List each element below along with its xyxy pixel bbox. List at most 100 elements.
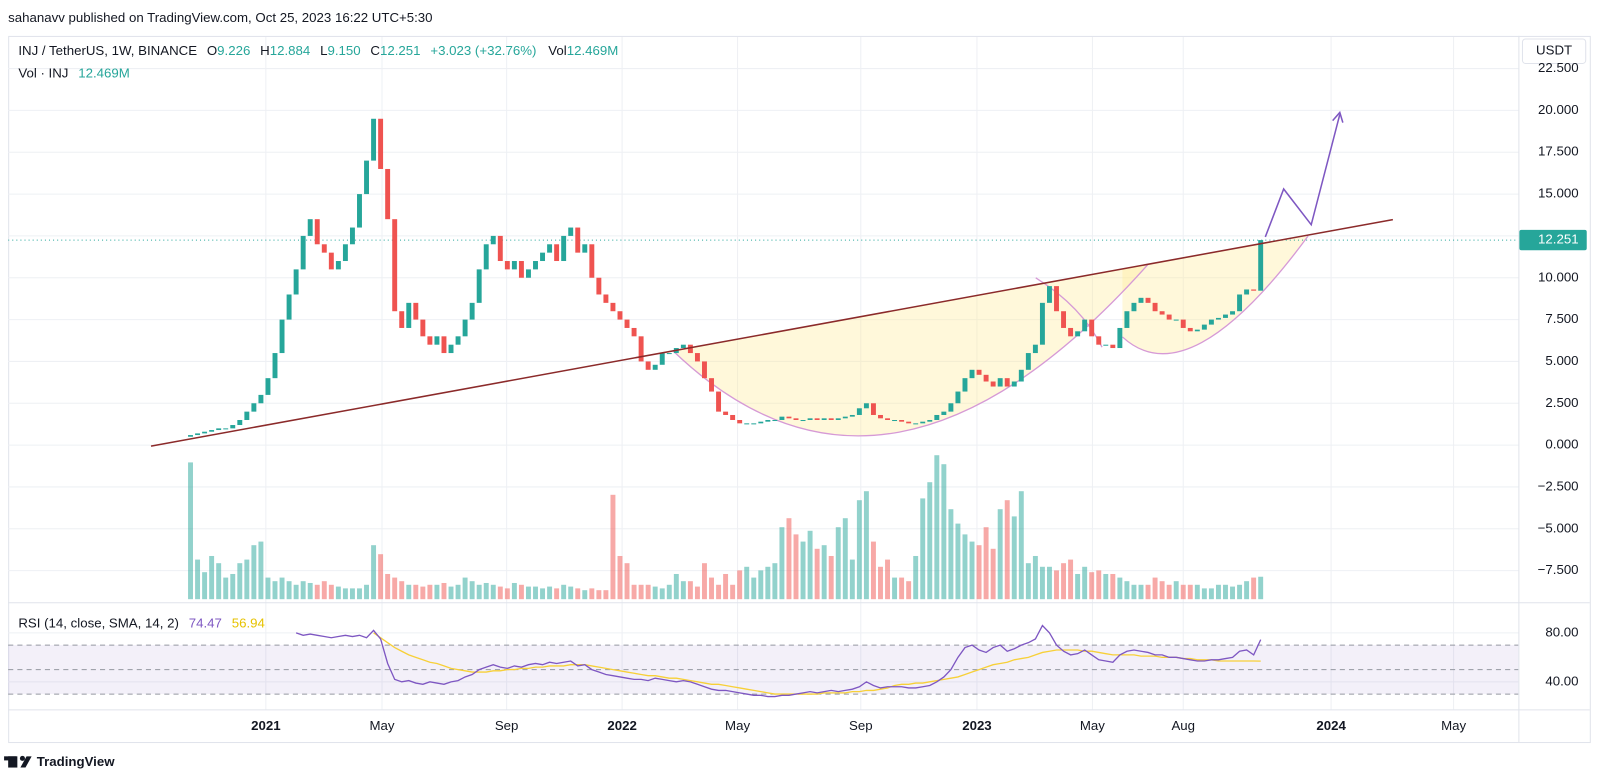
volume-bar xyxy=(1110,573,1116,600)
candle-body xyxy=(265,378,271,395)
ohlc-key: L xyxy=(320,43,327,58)
candle-body xyxy=(1230,311,1235,315)
volume-bar xyxy=(1166,584,1172,600)
candle-body xyxy=(497,235,503,262)
candle-body xyxy=(1061,311,1067,328)
volume-bar xyxy=(1054,570,1059,600)
candle-body xyxy=(1089,319,1095,337)
candle-body xyxy=(821,418,827,421)
volume-bar xyxy=(328,584,334,600)
candle-body xyxy=(941,411,947,415)
volume-bar xyxy=(483,582,489,600)
volume-bar xyxy=(441,582,447,600)
candle-body xyxy=(1208,319,1214,325)
candle-body xyxy=(300,235,306,270)
candle-body xyxy=(934,414,940,421)
candle-body xyxy=(779,416,785,421)
candle-body xyxy=(863,403,869,409)
volume-bar xyxy=(406,584,412,600)
symbol: INJ / TetherUS, 1W, BINANCE xyxy=(18,43,197,58)
candle-body xyxy=(525,269,531,278)
volume-bar xyxy=(990,548,996,600)
rsi-sma-line xyxy=(373,632,1261,695)
candle-body xyxy=(638,336,644,362)
volume-bar xyxy=(195,559,201,600)
ohlc-value: 12.884 xyxy=(270,43,311,58)
volume-bar xyxy=(1230,586,1235,600)
candle-body xyxy=(765,420,771,422)
volume-bar xyxy=(779,527,785,600)
volume-bar xyxy=(265,577,271,600)
candle-body xyxy=(659,353,665,365)
candle-body xyxy=(1215,317,1221,320)
frame xyxy=(8,35,1591,744)
marks xyxy=(8,118,1519,600)
candle-body xyxy=(314,219,320,245)
y-tick-label: 15.000 xyxy=(1538,186,1579,201)
candle-body xyxy=(455,336,461,345)
volume-bar xyxy=(962,534,968,600)
candle-body xyxy=(927,420,933,422)
volume-bar xyxy=(1194,584,1200,600)
candle-body xyxy=(645,361,651,370)
currency[interactable]: USDT xyxy=(1536,43,1572,58)
candle-body xyxy=(990,381,996,387)
volume-bar xyxy=(490,584,496,600)
candle-body xyxy=(307,219,313,236)
candle-body xyxy=(772,420,778,422)
volume-legend: Vol · INJ 12.469M xyxy=(18,65,129,80)
axes: 22.50020.00017.50015.00012.50010.0007.50… xyxy=(251,60,1587,733)
candle-body xyxy=(856,408,862,415)
candle-body xyxy=(906,421,912,424)
candle-body xyxy=(751,423,757,425)
volume-bar xyxy=(371,545,377,600)
volume-bar xyxy=(1082,566,1088,600)
volume-bar xyxy=(1208,588,1214,600)
candle-body xyxy=(476,269,482,303)
volume-bar xyxy=(814,548,820,600)
volume-bar xyxy=(730,584,736,600)
candle-body xyxy=(617,311,623,320)
volume-bar xyxy=(955,523,961,600)
handle-arc xyxy=(1121,235,1309,355)
candle-body xyxy=(568,227,574,236)
overlay xyxy=(150,110,1393,447)
candle-body xyxy=(892,420,898,422)
volume-bar xyxy=(1047,566,1052,600)
volume-bar xyxy=(603,590,609,600)
candle-body xyxy=(582,244,588,253)
volume-bar xyxy=(385,573,391,600)
candle-body xyxy=(413,302,419,320)
candle-body xyxy=(188,435,193,437)
currency-box[interactable] xyxy=(1521,38,1587,64)
change: +3.023 (+32.76%) xyxy=(430,43,536,58)
volume-bar xyxy=(772,563,778,600)
volume-bar xyxy=(969,541,975,600)
candle-body xyxy=(223,428,229,430)
candle-body xyxy=(533,261,538,270)
footer-logo xyxy=(4,755,32,768)
candle-body xyxy=(392,219,398,312)
candle-body xyxy=(589,244,595,278)
volume-bar xyxy=(1131,584,1137,600)
candle-body xyxy=(870,403,876,415)
candle-body xyxy=(561,235,567,262)
candle-body xyxy=(1068,327,1074,337)
candle-body xyxy=(878,414,883,419)
candle-body xyxy=(610,302,616,312)
volume-bar xyxy=(434,584,440,600)
volume-bar xyxy=(702,563,707,600)
candle-body xyxy=(709,378,714,392)
volume-bar xyxy=(554,588,560,600)
volume-bar xyxy=(420,586,426,600)
candle-body xyxy=(1110,344,1116,349)
volume-bar xyxy=(751,577,757,600)
volume-bar xyxy=(321,581,327,600)
volume-bar xyxy=(202,572,208,600)
candle-body xyxy=(1187,327,1193,332)
candle-body xyxy=(955,391,961,404)
candle-body xyxy=(793,418,799,421)
volume-bar xyxy=(1117,577,1123,600)
candle-body xyxy=(624,319,630,328)
